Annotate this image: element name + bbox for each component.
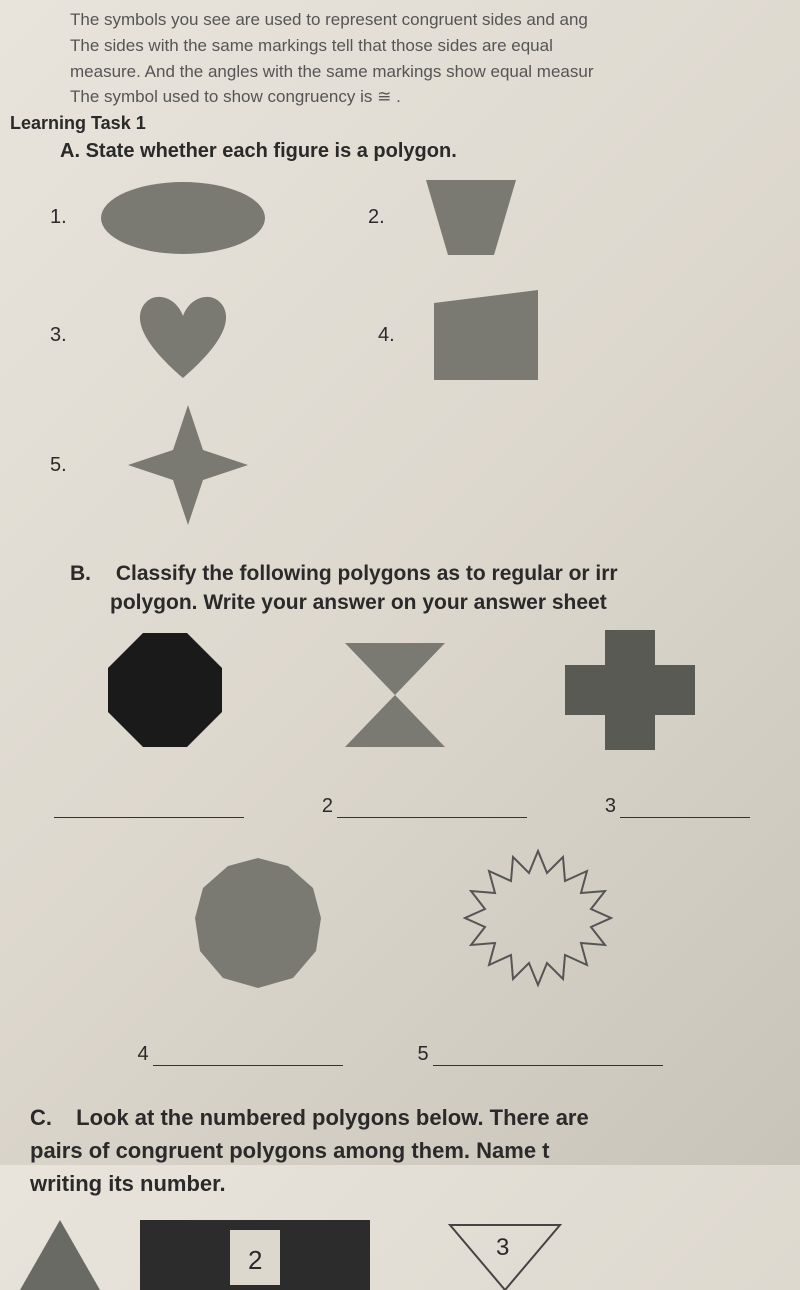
answer-blank[interactable] [433,1064,663,1066]
item-c2: 2 [140,1220,370,1290]
cross-shape [560,625,700,755]
shape-number: 2 [248,1245,262,1276]
section-a-prompt: State whether each figure is a polygon. [86,140,457,162]
star-burst-shape [463,843,613,993]
section-c-line3: writing its number. [30,1171,226,1196]
item-b2 [330,635,460,755]
item-a3: 3. [50,288,238,383]
section-c-prompt: C. Look at the numbered polygons below. … [30,1101,780,1200]
section-c-shapes: 2 3 [20,1220,780,1290]
blank-4: 4 [137,1043,342,1066]
intro-line-4: The symbol used to show congruency is ≅ … [70,85,780,109]
trapezoid-shape [416,175,526,260]
item-number: 3. [50,324,80,347]
item-number: 1. [50,206,80,229]
ellipse-shape [98,178,268,258]
shape-number: 3 [496,1234,509,1262]
section-b-blanks-1: 2 3 [20,795,780,818]
dodecagon-shape [188,853,328,993]
blank-number: 4 [137,1043,148,1066]
blank-number: 2 [322,795,333,818]
blank-1 [50,795,244,818]
section-c-line2: pairs of congruent polygons among them. … [30,1138,550,1163]
answer-blank[interactable] [54,816,244,818]
section-a: A. State whether each figure is a polygo… [20,140,780,530]
section-b-blanks-2: 4 5 [20,1043,780,1066]
intro-line-1: The symbols you see are used to represen… [70,8,780,32]
item-c3: 3 [440,1220,570,1290]
section-b-line2: polygon. Write your answer on your answe… [110,591,607,614]
hourglass-shape [330,635,460,755]
item-c1 [20,1220,100,1290]
answer-blank[interactable] [337,816,527,818]
learning-task-header: Learning Task 1 [10,113,780,134]
item-number: 4. [378,324,408,347]
blank-3: 3 [605,795,750,818]
quadrilateral-shape [426,285,546,385]
item-a4: 4. [378,285,546,385]
item-b3 [560,625,700,755]
item-b4 [188,853,328,993]
section-b: B. Classify the following polygons as to… [20,560,780,1066]
item-number: 2. [368,206,398,229]
section-a-letter: A. [60,140,80,162]
section-b-prompt: B. Classify the following polygons as to… [70,560,780,617]
item-a2: 2. [368,175,526,260]
item-number: 5. [50,454,80,477]
worksheet-page: The symbols you see are used to represen… [0,0,800,1290]
intro-line-2: The sides with the same markings tell th… [70,34,780,58]
heart-shape [128,288,238,383]
blank-number: 5 [417,1043,428,1066]
blank-number: 3 [605,795,616,818]
blank-2: 2 [322,795,527,818]
answer-blank[interactable] [620,816,750,818]
item-a1: 1. [50,178,268,258]
section-b-row-2 [20,843,780,993]
section-b-row-1 [20,625,780,755]
intro-line-3: measure. And the angles with the same ma… [70,60,780,84]
answer-blank[interactable] [153,1064,343,1066]
section-a-label: A. State whether each figure is a polygo… [60,140,780,163]
item-a5: 5. [50,400,253,530]
octagon-shape [100,625,230,755]
section-b-line1: Classify the following polygons as to re… [116,562,618,585]
intro-paragraph: The symbols you see are used to represen… [20,8,780,109]
section-b-letter: B. [70,560,110,588]
four-point-star-shape [123,400,253,530]
section-c-letter: C. [30,1101,70,1134]
section-c-line1: Look at the numbered polygons below. The… [76,1105,589,1130]
blank-5: 5 [417,1043,662,1066]
small-triangle-shape [20,1220,100,1290]
section-c: C. Look at the numbered polygons below. … [20,1101,780,1290]
item-b1 [100,625,230,755]
item-b5 [463,843,613,993]
